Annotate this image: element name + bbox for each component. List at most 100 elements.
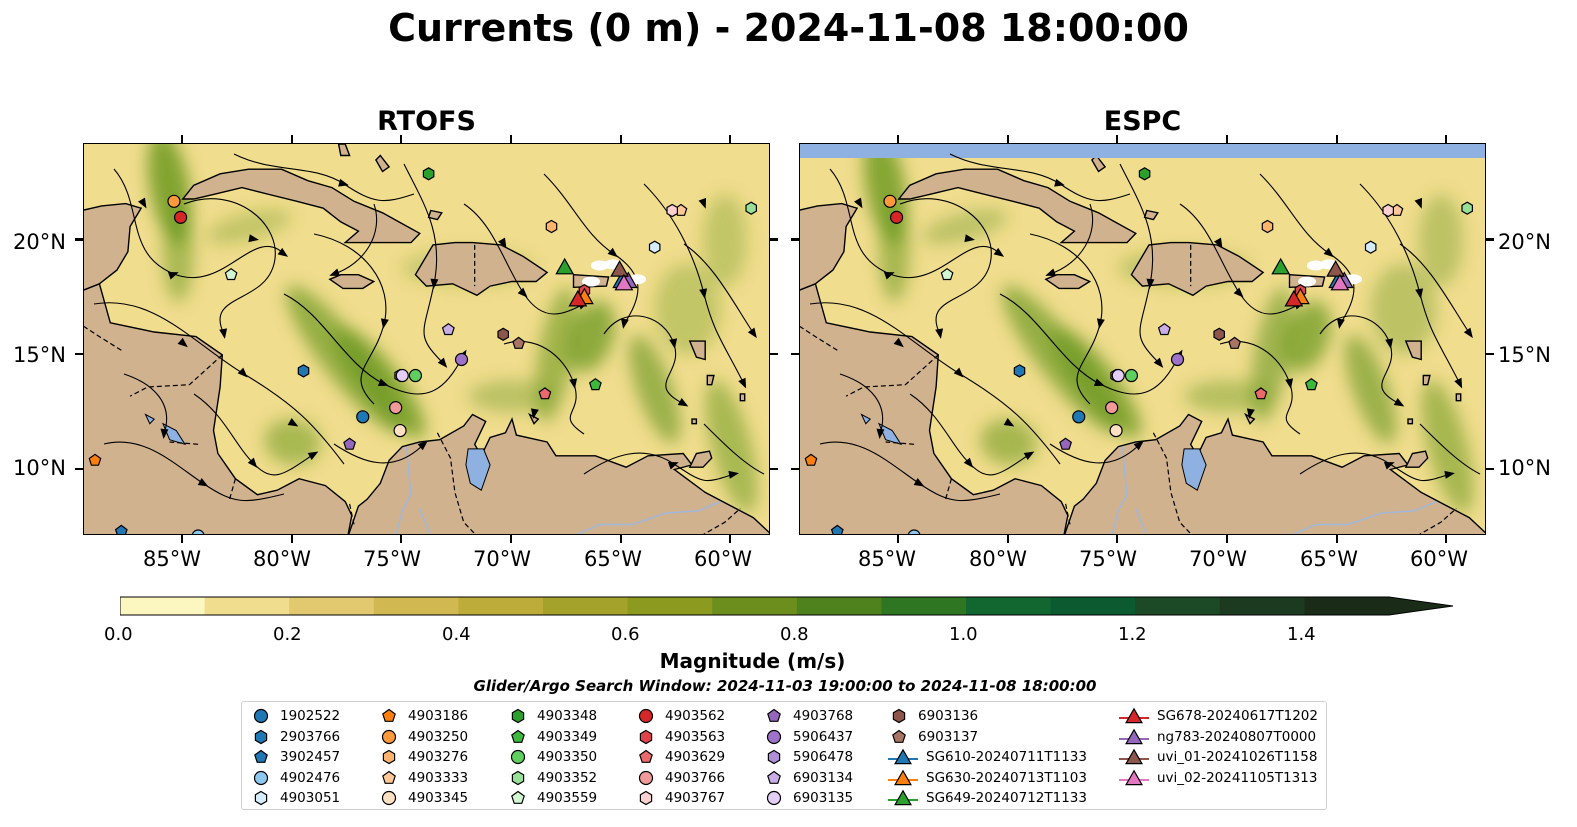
streamline-arrow [669,338,678,349]
lon-tick-mark [1006,535,1009,543]
lat-tick-label: 15°N [1498,343,1551,367]
streamline-arrow [1323,247,1334,258]
country-border [1065,503,1071,525]
country-border [885,441,915,445]
lat-tick-label: 10°N [13,456,66,480]
colorbar-tick-label: 0.8 [780,624,809,645]
streamline-arrow [1454,377,1463,389]
streamline [899,198,992,335]
legend-item: 4903345 [378,788,468,809]
colorbar-label: Magnitude (m/s) [659,649,846,673]
streamline-arrow [1415,288,1424,299]
legend-marker [511,770,525,785]
legend-symbol [510,750,526,765]
coastline [688,450,713,468]
legend-column: 6903136 6903137 SG610-20240711T1133 SG630-2… [888,706,1087,809]
coastline [181,168,421,244]
search-window-text: Glider/Argo Search Window: 2024-11-03 19… [473,677,1097,695]
land [84,144,769,534]
streamline-arrow [307,451,319,460]
platform-marker [555,257,575,275]
legend-marker [892,709,906,724]
legend-symbol [382,709,396,723]
legend-marker [767,709,781,723]
streamline [1049,443,1141,464]
streamline-arrow [380,318,389,329]
platform-marker [538,387,552,400]
streamline-arrow [935,328,944,339]
platform-marker [745,201,758,215]
platform-marker [297,364,310,378]
legend-item: 2903766 [250,727,340,748]
platform-markers [88,167,758,534]
platform-marker [1254,387,1268,400]
lon-tick-mark [180,135,183,143]
legend-symbol [254,729,268,744]
glider-track [582,276,601,287]
map-canvas [800,144,1485,534]
legend-item: 6903134 [763,768,853,789]
lat-tick-mark [1486,467,1494,471]
platform-marker [648,240,661,254]
platform-marker [883,194,897,208]
streamline-arrow [1336,318,1345,329]
platform-marker [356,410,370,424]
platform-marker [1461,201,1474,215]
lat-tick-mark [791,352,799,356]
legend-symbol [894,748,912,765]
streamline-arrow [893,337,904,348]
colorbar-segment [627,597,713,615]
legend-marker [511,709,525,724]
country-border [703,508,741,534]
streamline-arrow [1385,338,1394,349]
coastline [84,282,353,534]
country-border [129,354,223,397]
legend-label: SG678-20240617T1202 [1157,708,1318,725]
legend-marker [639,750,653,764]
lon-tick-mark [619,535,622,543]
platform-marker [1330,273,1350,291]
platform-marker [907,529,921,534]
legend-symbol [639,791,653,806]
legend-symbol [1125,728,1143,744]
coastline [1404,450,1429,468]
legend-item: 4903349 [507,727,597,748]
legend-symbol [1125,769,1143,785]
lat-tick-mark [770,238,778,241]
legend-item: 4903767 [635,788,725,809]
panel-title-rtofs: RTOFS [377,106,476,137]
lat-tick-mark [75,352,83,356]
river [576,500,721,534]
legend-symbol [511,770,525,785]
platform-markers [804,167,1474,534]
legend-marker [253,770,269,785]
legend-label: 6903136 [918,708,979,725]
legend-marker [892,729,906,743]
legend-item: 4903186 [378,706,468,727]
legend-column: 4903186 4903250 4903276 4903333 4903345 [378,706,468,809]
streamline [1419,423,1481,475]
legend-item: 4902476 [250,768,340,789]
legend-symbol [638,770,654,785]
legend-item: SG610-20240711T1133 [888,747,1087,768]
coastline [691,418,698,425]
legend-symbol [381,791,397,806]
lon-tick-mark [510,135,512,143]
platform-marker [610,260,630,277]
streamline-arrow [517,287,528,298]
platform-marker [1138,167,1151,181]
legend-symbol [1125,748,1143,765]
legend-item: 4903352 [507,768,597,789]
legend-item: 4903348 [507,706,597,727]
lon-tick-mark [1445,535,1448,543]
streamline-arrow [876,428,885,439]
colorbar-tick-label: 1.4 [1287,624,1316,645]
streamline-arrow [607,247,618,258]
legend-item: 4903276 [378,747,468,768]
legend-symbol [382,750,396,765]
colorbar-tick-label: 1.0 [949,624,978,645]
colorbar-tick-label: 0.6 [611,624,640,645]
streamline-arrow [247,457,258,468]
colorbar-segment [543,597,629,615]
streamline-arrow [219,328,228,339]
